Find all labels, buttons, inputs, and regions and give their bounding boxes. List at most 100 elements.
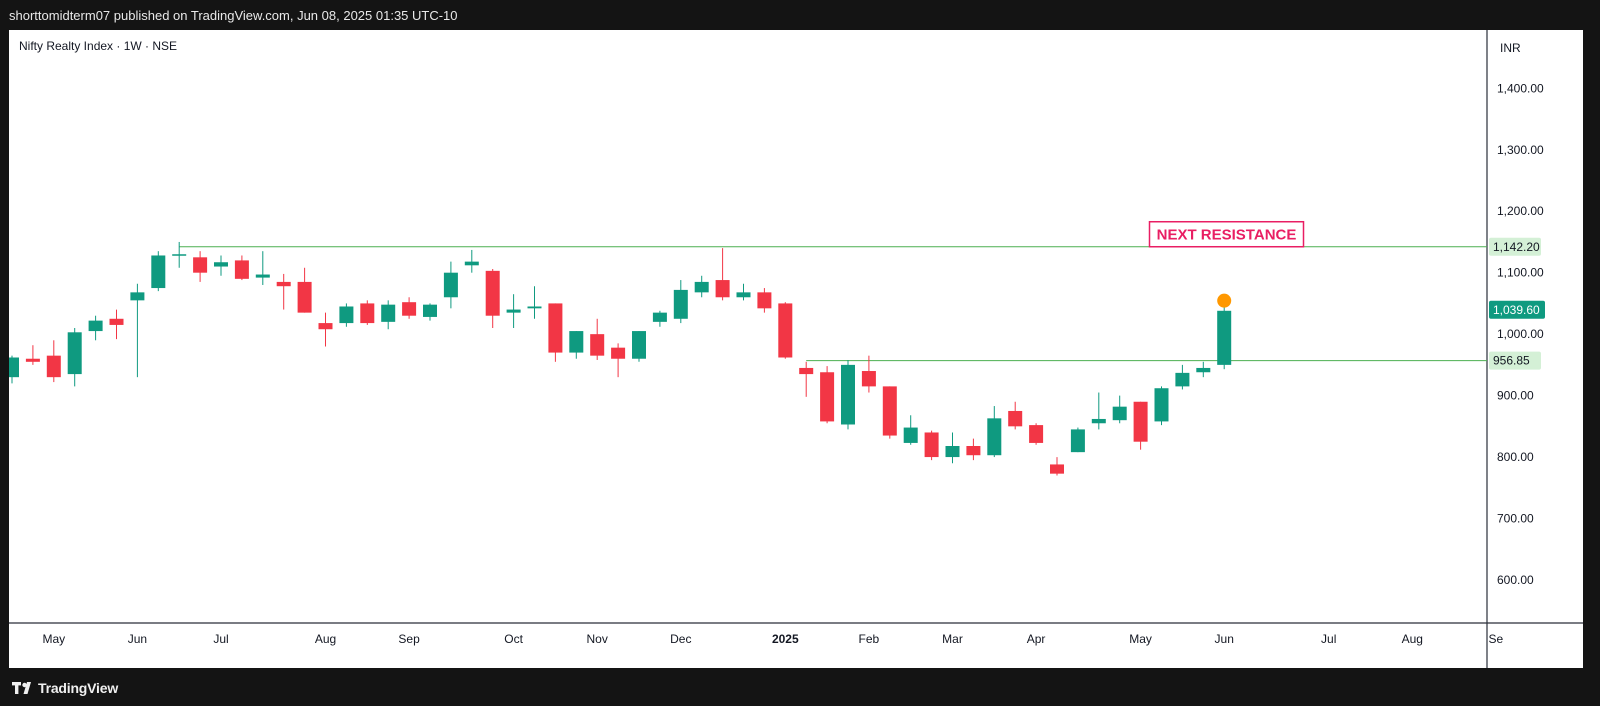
x-tick-label: Apr [1027, 632, 1046, 646]
candle-up [1175, 372, 1190, 387]
candle-down [46, 355, 61, 378]
candle-up [736, 292, 751, 298]
x-tick-label: Jun [1215, 632, 1234, 646]
currency-label: INR [1500, 41, 1521, 55]
candle-up [527, 306, 542, 309]
candle-up [1070, 429, 1085, 453]
candle-down [1050, 464, 1064, 474]
candle-up [569, 331, 584, 353]
next-resistance-box [1148, 220, 1305, 248]
candle-up [9, 357, 19, 378]
y-tick-label: 1,100.00 [1497, 266, 1544, 280]
candles-group [9, 241, 1232, 476]
candle-down [882, 386, 897, 436]
candle-down [820, 372, 835, 422]
candle-down [297, 281, 312, 313]
candle-down [318, 323, 333, 330]
candle-up [255, 274, 270, 278]
x-tick-label: Aug [315, 632, 336, 646]
x-tick-label: Aug [1402, 632, 1423, 646]
candle-down [799, 367, 814, 375]
candle-up [1112, 406, 1127, 421]
x-tick-label: Nov [587, 632, 608, 646]
candle-down [360, 303, 375, 324]
y-tick-label: 800.00 [1497, 450, 1534, 464]
candle-up [443, 272, 458, 298]
x-tick-label: Jul [1321, 632, 1336, 646]
candle-up [172, 254, 187, 256]
candle-up [1154, 388, 1169, 422]
candle-up [1091, 418, 1106, 424]
publish-info-bar: shorttomidterm07 published on TradingVie… [0, 0, 1600, 30]
candle-up [694, 281, 709, 293]
breakout-price-label: 956.85 [1493, 354, 1530, 368]
x-tick-label: Sep [398, 632, 420, 646]
y-tick-label: 1,200.00 [1497, 204, 1544, 218]
x-tick-label: Oct [504, 632, 523, 646]
y-tick-label: 1,000.00 [1497, 327, 1544, 341]
x-tick-label: May [42, 632, 65, 646]
x-tick-label: Dec [670, 632, 691, 646]
y-tick-label: 900.00 [1497, 389, 1534, 403]
candle-down [966, 446, 981, 456]
candle-up [1196, 367, 1211, 373]
candle-up [381, 304, 396, 322]
y-tick-label: 600.00 [1497, 573, 1534, 587]
candle-up [151, 255, 166, 289]
y-tick-label: 1,300.00 [1497, 143, 1544, 157]
candle-down [611, 347, 626, 359]
candle-up [673, 289, 688, 319]
tradingview-brand[interactable]: TradingView [38, 680, 119, 696]
candle-down [25, 358, 40, 362]
candle-up [339, 306, 354, 324]
candle-down [715, 280, 730, 298]
candle-down [778, 303, 793, 358]
candle-up [506, 309, 521, 313]
candle-down [402, 302, 417, 316]
candle-down [924, 432, 939, 458]
candle-down [234, 260, 249, 279]
candle-down [276, 281, 291, 287]
last-price-tag [1489, 300, 1545, 319]
candle-down [757, 292, 772, 309]
candle-down [1029, 425, 1044, 443]
candle-up [1217, 310, 1232, 365]
x-tick-label: Mar [942, 632, 963, 646]
candle-down [193, 257, 208, 273]
candle-down [590, 334, 605, 356]
candle-up [987, 418, 1002, 456]
candle-down [1008, 410, 1023, 427]
y-tick-label: 700.00 [1497, 512, 1534, 526]
candle-down [861, 371, 876, 387]
resistance-price-tag [1489, 237, 1541, 256]
chart-area[interactable]: Nifty Realty Index · 1W · NSE INR 1,400.00… [9, 30, 1583, 668]
candle-down [548, 303, 563, 353]
x-tick-label: 2025 [772, 632, 799, 646]
footer-bar: TradingView [0, 668, 1600, 706]
candle-up [67, 332, 82, 375]
last-price-label: 1,039.60 [1493, 303, 1540, 317]
y-tick-label: 1,400.00 [1497, 81, 1544, 95]
candle-up [130, 292, 145, 301]
candle-up [464, 261, 479, 266]
candle-down [1133, 401, 1148, 442]
candle-down [485, 270, 500, 316]
candle-up [903, 427, 918, 443]
candle-up [652, 312, 667, 322]
next-resistance-label: NEXT RESISTANCE [1157, 227, 1297, 244]
tradingview-logo-icon[interactable] [12, 680, 38, 696]
candle-up [841, 364, 855, 425]
x-tick-label: Jul [213, 632, 228, 646]
breakout-marker-dot [1217, 293, 1232, 308]
candle-up [945, 446, 960, 458]
breakout-price-tag [1489, 351, 1541, 370]
chart-title: Nifty Realty Index · 1W · NSE [19, 39, 177, 53]
candlestick-chart[interactable]: Nifty Realty Index · 1W · NSE INR 1,400.00… [9, 30, 1583, 668]
candle-up [632, 331, 646, 359]
x-tick-label: May [1129, 632, 1152, 646]
x-tick-label: Se [1489, 632, 1504, 646]
candle-up [423, 304, 437, 317]
publish-info-text: shorttomidterm07 published on TradingVie… [9, 8, 458, 23]
candle-up [214, 262, 228, 267]
candle-up [88, 320, 103, 332]
